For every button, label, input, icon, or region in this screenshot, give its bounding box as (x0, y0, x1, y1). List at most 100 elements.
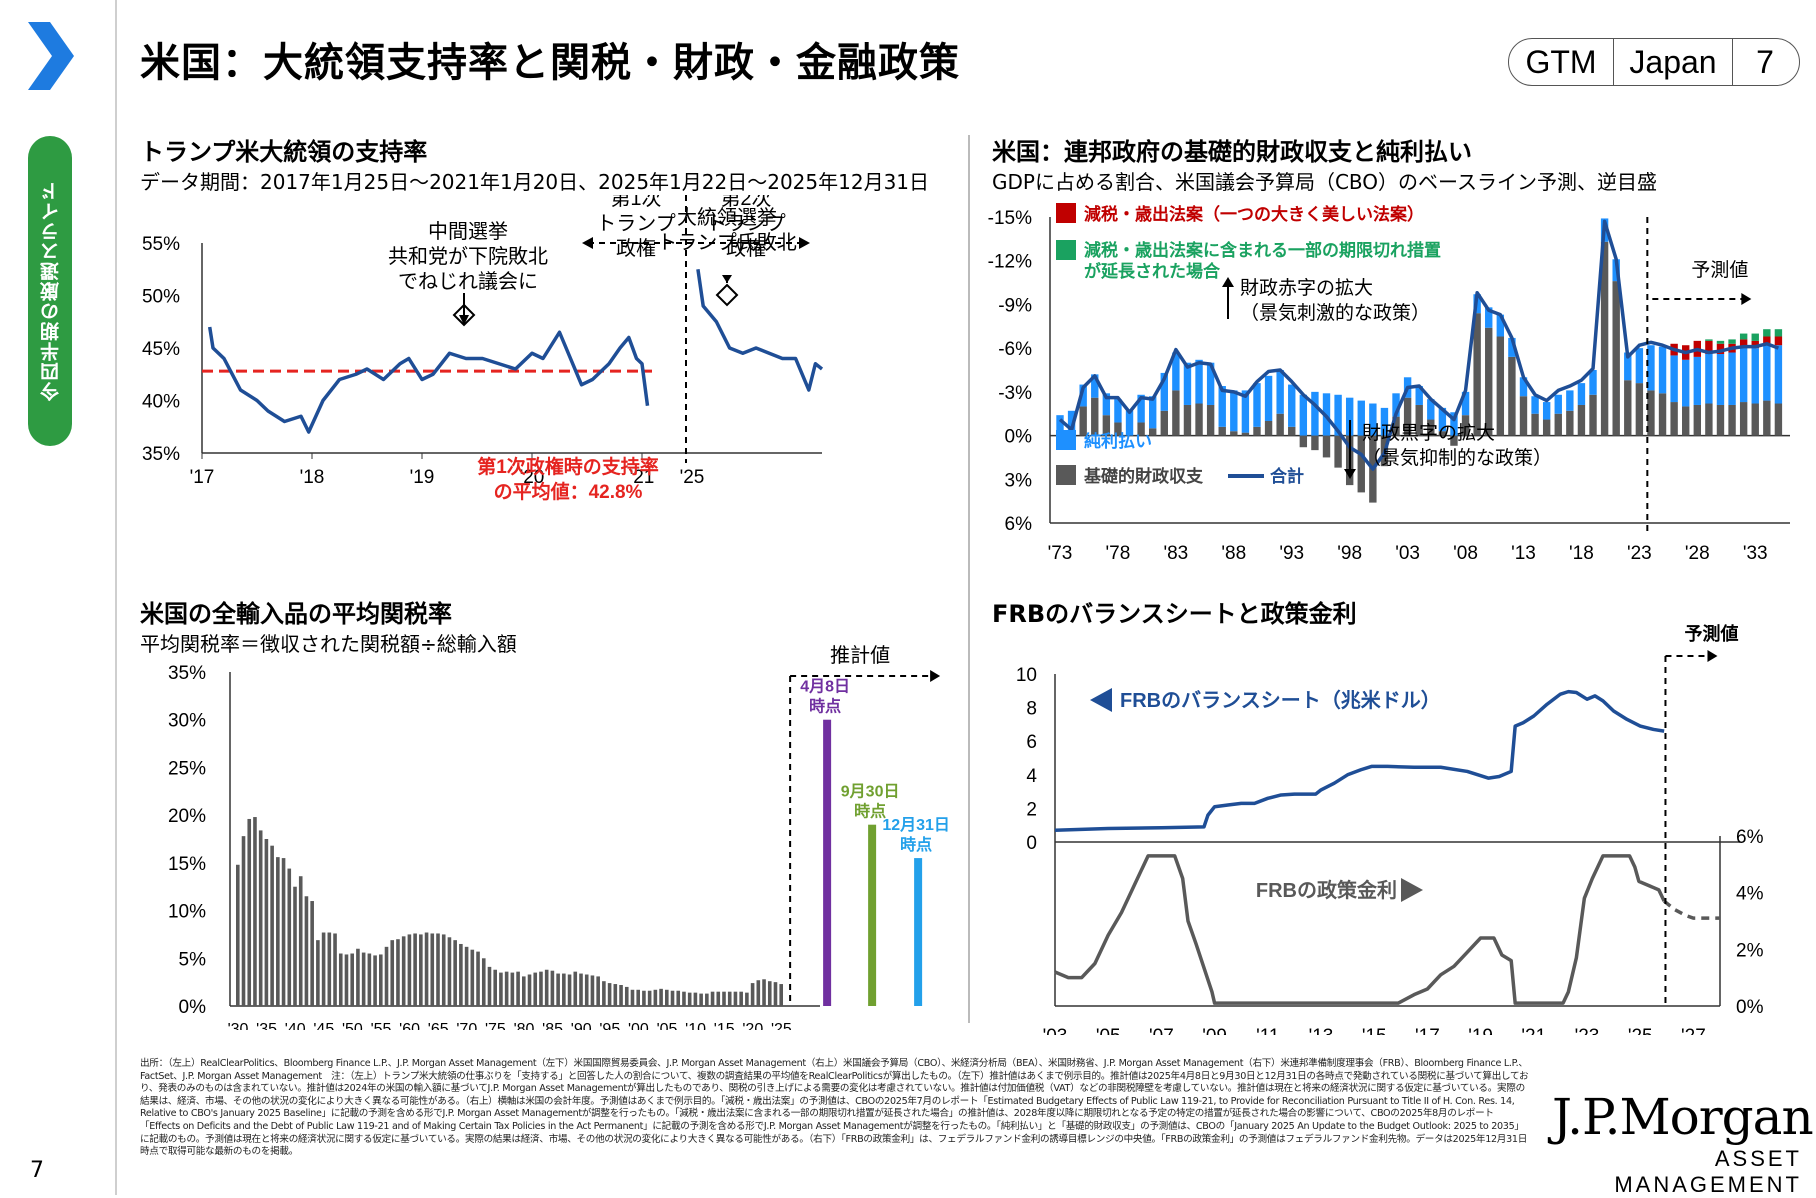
x-tick-label: '95 (599, 1021, 620, 1030)
bar-net-interest (1392, 393, 1400, 417)
x-tick-label: '21 (1521, 1026, 1546, 1035)
bar-primary-balance (1658, 393, 1667, 436)
bar-tariff-rate (413, 933, 417, 1006)
y-tick-label-left: 8 (1026, 699, 1037, 720)
bar-net-interest (1542, 402, 1551, 420)
annotation-surplus: 財政黒字の拡大（景気抑制的な政策） (1362, 422, 1552, 469)
y-tick-label: 5% (179, 949, 207, 970)
bar-primary-balance (1542, 419, 1551, 436)
y-tick-label-right: 4% (1736, 884, 1764, 905)
bar-primary-balance (1334, 435, 1342, 468)
estimate-label: 12月31日時点 (882, 816, 950, 854)
bar-net-interest (1357, 400, 1365, 436)
bar-tariff-rate (470, 949, 475, 1006)
bar-tariff-rate (293, 886, 297, 1006)
bar-tariff-rate (447, 937, 452, 1006)
y-tick-label-left: 4 (1026, 766, 1037, 787)
x-tick-label: '85 (542, 1021, 563, 1030)
bar-tariff-rate (516, 971, 520, 1006)
y-tick-label: -15% (988, 208, 1032, 229)
bar-tariff-rate (584, 974, 589, 1006)
bar-tariff-rate (705, 993, 709, 1006)
y-tick-label-left: 6 (1026, 732, 1037, 753)
bar-tariff-rate (264, 839, 269, 1006)
gtm-badge-page: 7 (1756, 43, 1774, 80)
bar-tariff-rate (504, 971, 509, 1006)
bar-primary-balance (1774, 403, 1783, 436)
bar-net-interest (1682, 359, 1690, 407)
bar-net-interest (1311, 391, 1319, 436)
bar-tariff-rate (659, 988, 663, 1006)
arrow-head-up (1222, 277, 1234, 287)
bar-net-interest (1438, 407, 1447, 432)
bar-tariff-rate (567, 974, 572, 1006)
bar-net-interest (1079, 384, 1087, 407)
bar-net-interest (1230, 390, 1238, 432)
bar-net-interest (1519, 377, 1528, 397)
bar-tariff-rate (373, 955, 377, 1006)
x-tick-label: '55 (371, 1021, 392, 1030)
bar-tariff-rate (619, 985, 623, 1006)
bar-tariff-rate (722, 991, 726, 1006)
bar-tariff-rate (327, 932, 332, 1006)
bar-tariff-rate (710, 991, 715, 1006)
x-tick-label: '80 (514, 1021, 535, 1030)
bar-tariff-rate (579, 973, 583, 1006)
bar-tariff-rate (287, 868, 292, 1006)
bar-net-interest (1206, 362, 1215, 405)
bar-tariff-rate (241, 836, 246, 1006)
panel-divider-vertical (968, 135, 970, 1023)
x-tick-label: '60 (399, 1021, 420, 1030)
bar-net-interest (1461, 391, 1470, 416)
chevron-right-icon[interactable] (22, 18, 78, 94)
x-tick-label: '27 (1681, 1026, 1706, 1035)
bar-extension (1728, 339, 1736, 344)
bar-tariff-rate (665, 989, 669, 1006)
x-tick-label: '28 (1685, 543, 1710, 564)
bar-tariff-rate (693, 992, 698, 1006)
x-tick-label: '65 (428, 1021, 449, 1030)
brand-name: J.P.Morgan (1552, 1088, 1814, 1146)
x-tick-label: '20 (520, 467, 545, 488)
bar-primary-balance (1241, 432, 1250, 436)
bar-primary-balance (1496, 336, 1505, 436)
bar-tariff-rate (247, 818, 252, 1006)
bar-net-interest (1067, 410, 1076, 433)
bar-tariff-rate (384, 946, 389, 1006)
bar-tariff-rate (596, 976, 600, 1006)
bar-primary-balance (1635, 383, 1644, 436)
x-tick-label: '19 (410, 467, 435, 488)
bar-tariff-rate (333, 933, 337, 1006)
bar-net-interest (1566, 390, 1574, 411)
bar-extension (1716, 340, 1725, 344)
label-balance-sheet: FRBのバランスシート（兆米ドル） (1120, 689, 1441, 712)
arrow-head-right (1707, 650, 1718, 662)
bar-tariff-rate (499, 972, 503, 1006)
bar-tariff-rate (441, 934, 446, 1006)
y-tick-label-left: 2 (1026, 799, 1037, 820)
y-tick-label: 40% (142, 392, 180, 413)
x-tick-label: '18 (300, 467, 325, 488)
bar-tariff-rate (453, 940, 457, 1006)
x-tick-label: '90 (571, 1021, 592, 1030)
y-tick-label: 15% (168, 854, 206, 875)
y-tick-label: -12% (988, 252, 1032, 273)
bar-tariff-rate (459, 943, 463, 1006)
bar-net-interest (1114, 399, 1122, 423)
bar-net-interest (1485, 307, 1493, 328)
gtm-badge-japan: Japan (1629, 43, 1717, 80)
x-tick-label: '75 (485, 1021, 506, 1030)
y-tick-label: 50% (142, 287, 180, 308)
bar-tariff-rate (316, 940, 320, 1006)
fiscal-chart: -15% -12% -9% -6% -3% 0% 3% 6% '73 '78 '83 '88 '93 '9… (988, 203, 1790, 564)
bar-tax-bill (1751, 340, 1759, 349)
series-line-policy-rate-projection (1663, 899, 1720, 920)
bar-net-interest (1102, 393, 1111, 416)
bar-tariff-rate (350, 953, 354, 1006)
y-tick-label: 35% (168, 663, 206, 684)
bar-estimate (823, 719, 832, 1006)
annotation-first-term: 第1次トランプ政権 (596, 195, 675, 260)
bar-tariff-rate (424, 932, 429, 1006)
y-tick-label: 20% (168, 806, 206, 827)
series-line-total (1058, 219, 1780, 471)
